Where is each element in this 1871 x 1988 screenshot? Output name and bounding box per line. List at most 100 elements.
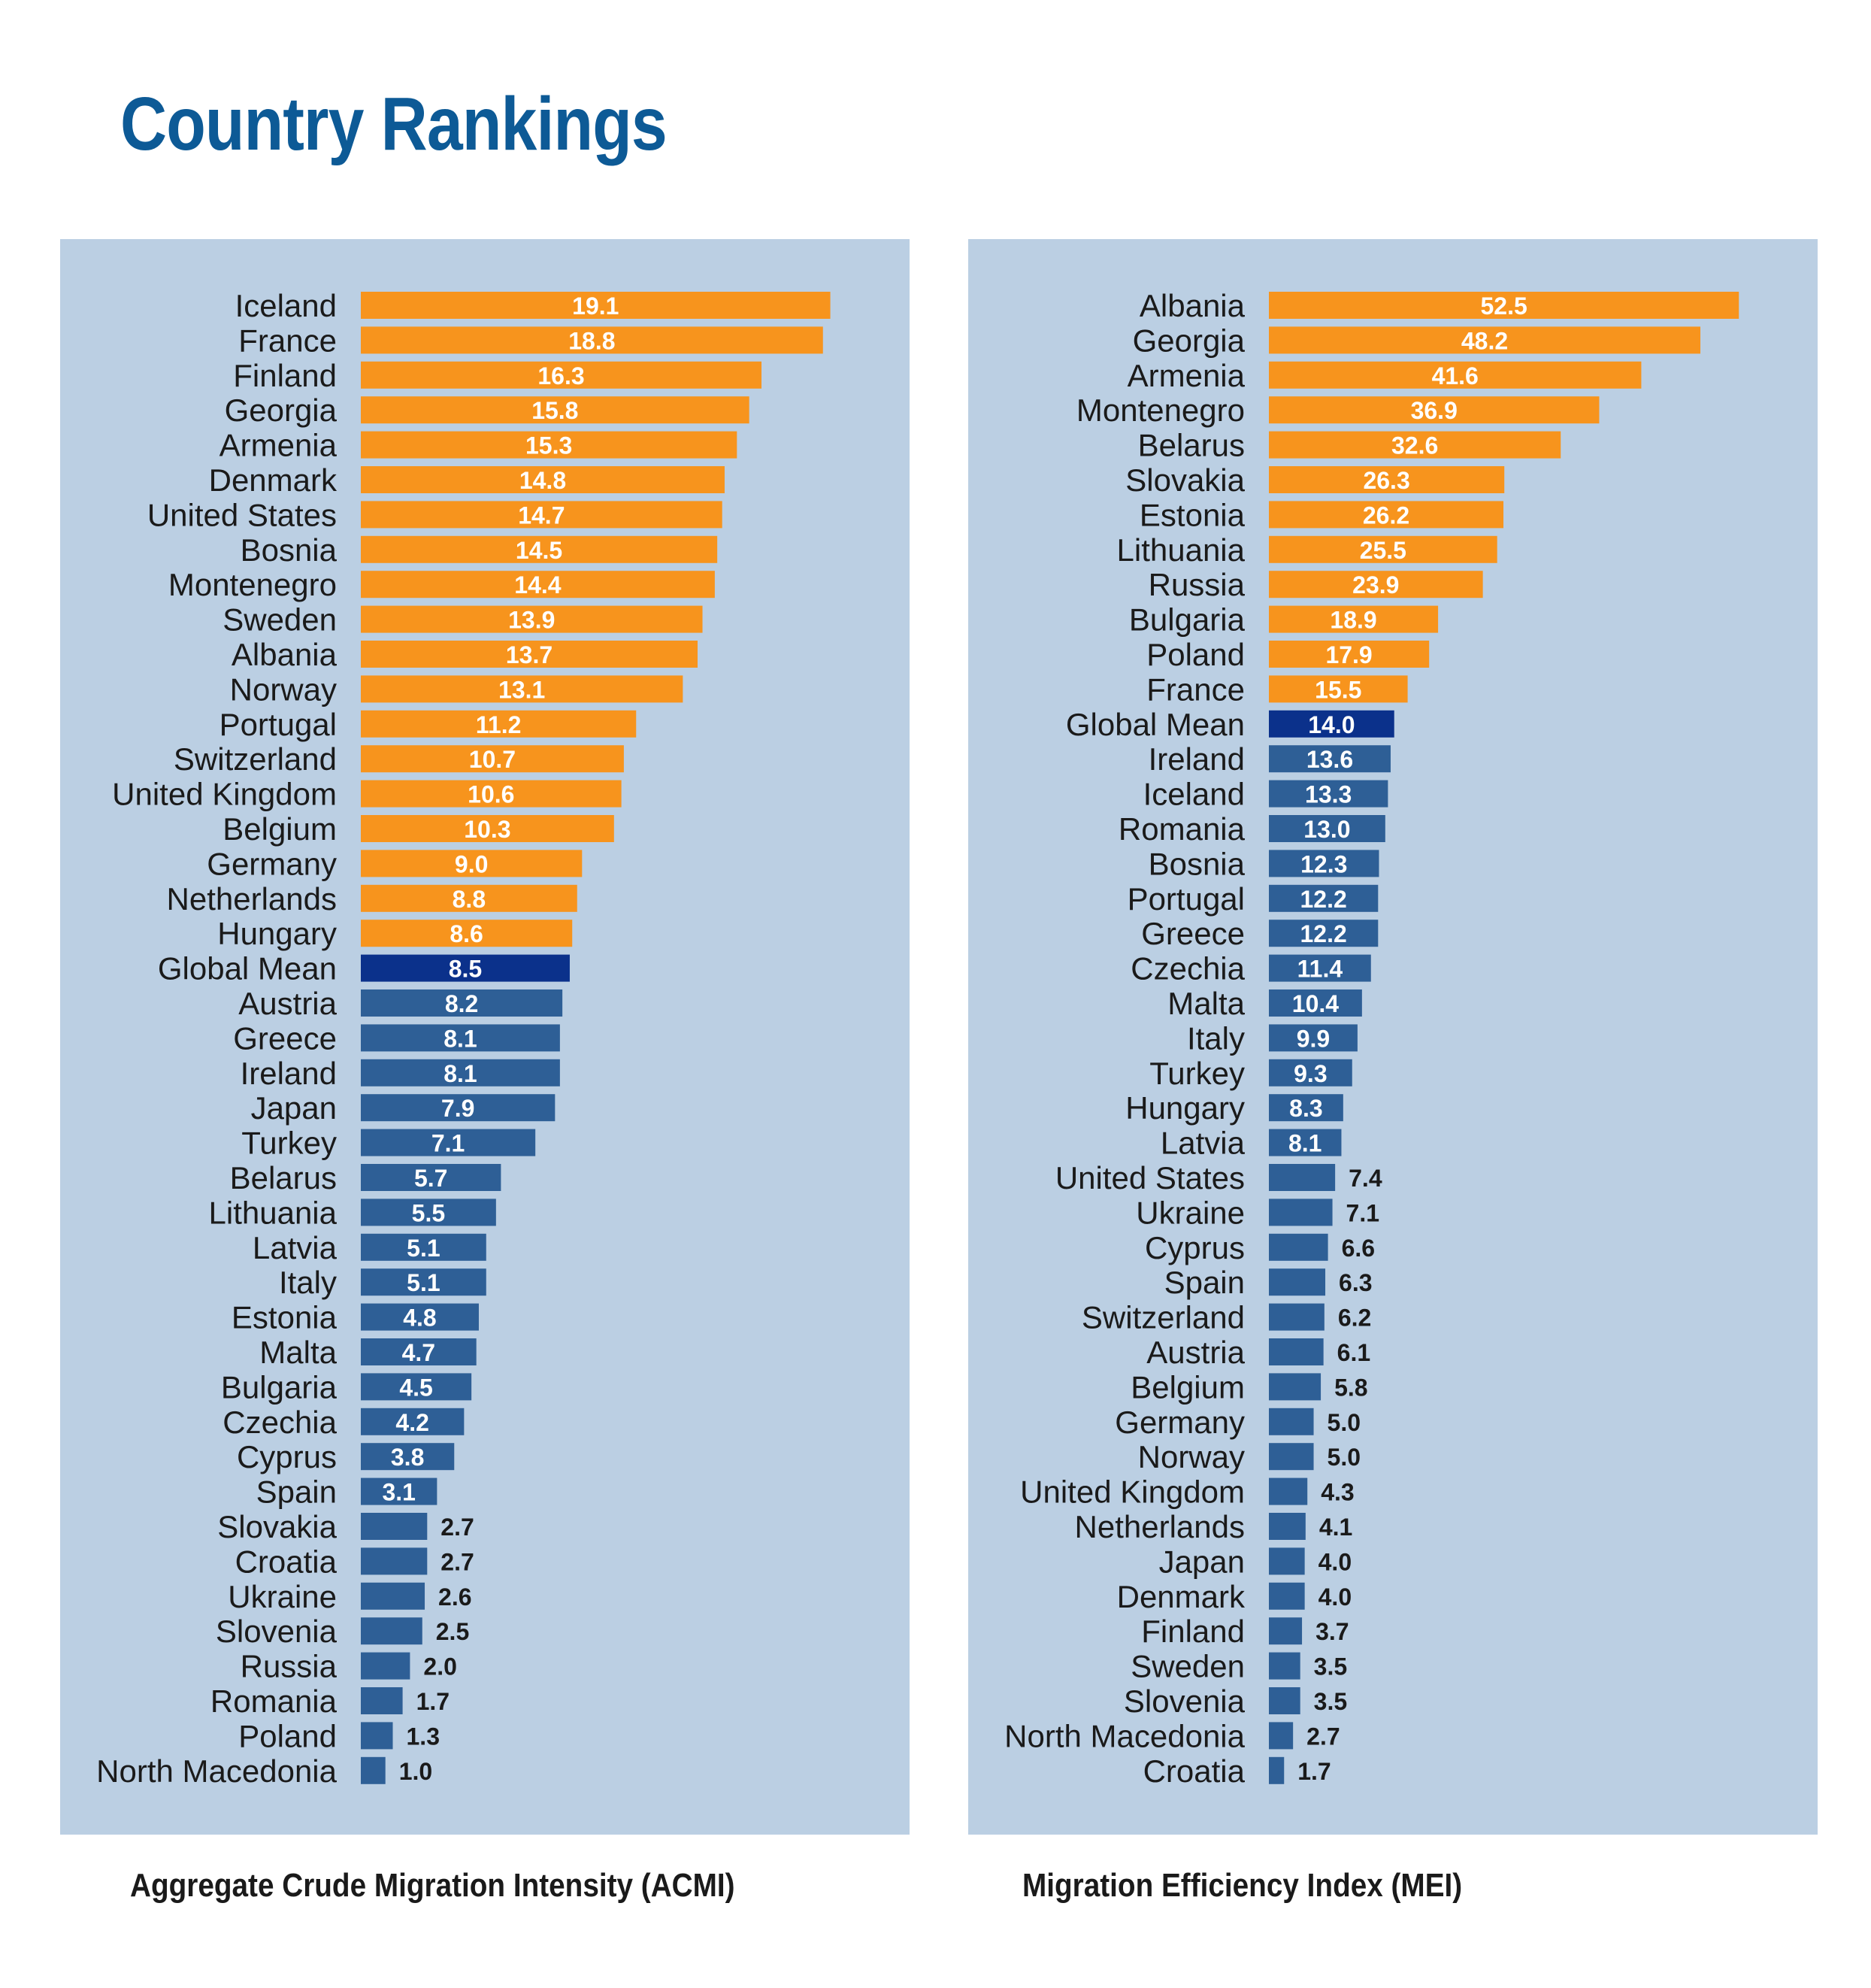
mei-category-label-united-states: United States	[1055, 1160, 1245, 1196]
mei-value-label-italy: 9.9	[1297, 1025, 1330, 1052]
mei-value-label-belarus: 32.6	[1391, 432, 1438, 459]
acmi-value-label-georgia: 15.8	[531, 397, 578, 424]
acmi-bar-turkey	[361, 1129, 536, 1156]
mei-bar-denmark	[1269, 1582, 1305, 1610]
acmi-value-label-germany: 9.0	[455, 850, 488, 877]
mei-bar-poland	[1269, 641, 1430, 668]
mei-bar-ukraine	[1269, 1199, 1333, 1226]
acmi-value-label-albania: 13.7	[506, 641, 553, 668]
mei-category-label-russia: Russia	[1149, 567, 1246, 602]
mei-value-label-hungary: 8.3	[1289, 1095, 1322, 1122]
acmi-bar-norway	[361, 675, 683, 703]
mei-value-label-finland: 3.7	[1315, 1618, 1349, 1645]
mei-bar-germany	[1269, 1408, 1314, 1435]
mei-category-label-ireland: Ireland	[1149, 741, 1245, 777]
acmi-bar-italy	[361, 1268, 486, 1296]
acmi-value-label-cyprus: 3.8	[391, 1444, 424, 1471]
acmi-value-label-global-mean: 8.5	[449, 956, 482, 983]
mei-bar-turkey	[1269, 1059, 1352, 1086]
acmi-bar-latvia	[361, 1233, 486, 1261]
mei-bar-albania	[1269, 292, 1739, 319]
mei-bar-iceland	[1269, 780, 1388, 808]
mei-value-label-united-states: 7.4	[1349, 1165, 1382, 1192]
mei-bar-hungary	[1269, 1094, 1343, 1122]
mei-bar-romania	[1269, 815, 1385, 842]
mei-bar-armenia	[1269, 361, 1642, 389]
mei-bar-belgium	[1269, 1373, 1322, 1401]
mei-bar-ireland	[1269, 745, 1391, 773]
mei-chart-panel: Albania 52.5 Georgia 48.2 Armenia 41.6 Montene…	[968, 239, 1818, 1835]
acmi-value-label-ireland: 8.1	[444, 1060, 477, 1087]
acmi-category-label-norway: Norway	[230, 671, 337, 707]
mei-bar-malta	[1269, 989, 1362, 1017]
acmi-bar-netherlands	[361, 884, 577, 912]
mei-category-label-global-mean: Global Mean	[1066, 707, 1245, 742]
acmi-bar-croatia	[361, 1547, 428, 1575]
acmi-category-label-greece: Greece	[233, 1020, 337, 1056]
mei-category-label-romania: Romania	[1119, 811, 1246, 847]
mei-bar-netherlands	[1269, 1513, 1306, 1540]
mei-bar-united-states	[1269, 1164, 1336, 1191]
acmi-category-label-italy: Italy	[279, 1265, 337, 1300]
acmi-bar-united-kingdom	[361, 780, 622, 808]
acmi-value-label-portugal: 11.2	[476, 711, 522, 738]
acmi-value-label-bulgaria: 4.5	[399, 1374, 432, 1401]
acmi-bar-iceland	[361, 292, 831, 319]
mei-value-label-united-kingdom: 4.3	[1321, 1479, 1354, 1506]
mei-bar-japan	[1269, 1547, 1305, 1575]
acmi-bar-georgia	[361, 396, 749, 424]
mei-category-label-slovenia: Slovenia	[1124, 1683, 1246, 1719]
mei-value-label-bosnia: 12.3	[1300, 850, 1347, 877]
mei-category-label-north-macedonia: North Macedonia	[1004, 1718, 1245, 1753]
mei-bar-france	[1269, 675, 1408, 703]
mei-category-label-georgia: Georgia	[1133, 323, 1246, 358]
mei-value-label-armenia: 41.6	[1432, 362, 1479, 389]
acmi-category-label-bosnia: Bosnia	[241, 532, 338, 568]
acmi-category-label-belarus: Belarus	[230, 1160, 337, 1196]
acmi-category-label-iceland: Iceland	[235, 288, 337, 323]
acmi-bar-russia	[361, 1652, 410, 1680]
acmi-value-label-netherlands: 8.8	[453, 886, 486, 913]
mei-category-label-denmark: Denmark	[1117, 1579, 1246, 1614]
mei-value-label-russia: 23.9	[1352, 571, 1399, 599]
acmi-category-label-latvia: Latvia	[253, 1230, 338, 1265]
acmi-bar-portugal	[361, 710, 637, 738]
acmi-value-label-denmark: 14.8	[519, 467, 566, 494]
acmi-value-label-norway: 13.1	[498, 676, 545, 703]
acmi-category-label-cyprus: Cyprus	[237, 1439, 337, 1474]
acmi-bar-spain	[361, 1477, 437, 1505]
acmi-value-label-united-states: 14.7	[518, 502, 565, 529]
acmi-category-label-czechia: Czechia	[223, 1405, 337, 1440]
acmi-category-label-portugal: Portugal	[219, 707, 337, 742]
mei-category-label-latvia: Latvia	[1161, 1126, 1246, 1161]
mei-value-label-netherlands: 4.1	[1319, 1514, 1352, 1541]
acmi-category-label-slovakia: Slovakia	[217, 1509, 337, 1544]
mei-value-label-slovakia: 26.3	[1363, 467, 1409, 494]
acmi-category-label-united-kingdom: United Kingdom	[112, 777, 337, 812]
acmi-bar-lithuania	[361, 1199, 496, 1226]
acmi-value-label-united-kingdom: 10.6	[468, 781, 514, 808]
mei-value-label-north-macedonia: 2.7	[1306, 1723, 1340, 1750]
mei-category-label-belgium: Belgium	[1131, 1369, 1245, 1405]
acmi-bar-poland	[361, 1722, 393, 1750]
acmi-value-label-estonia: 4.8	[403, 1305, 436, 1332]
acmi-bar-austria	[361, 989, 563, 1017]
acmi-bar-bosnia	[361, 535, 718, 563]
mei-bar-latvia	[1269, 1129, 1342, 1156]
acmi-value-label-france: 18.8	[568, 327, 615, 354]
acmi-bar-slovakia	[361, 1513, 428, 1540]
mei-value-label-albania: 52.5	[1480, 292, 1527, 320]
acmi-bar-sweden	[361, 605, 703, 633]
mei-value-label-croatia: 1.7	[1297, 1758, 1331, 1785]
acmi-value-label-finland: 16.3	[537, 362, 584, 389]
acmi-bar-united-states	[361, 501, 722, 529]
acmi-bar-denmark	[361, 466, 725, 493]
acmi-value-label-poland: 1.3	[407, 1723, 440, 1750]
acmi-category-label-united-states: United States	[147, 497, 337, 532]
mei-category-label-bosnia: Bosnia	[1149, 846, 1246, 881]
mei-bar-italy	[1269, 1024, 1358, 1052]
mei-value-label-switzerland: 6.2	[1338, 1305, 1371, 1332]
acmi-category-label-russia: Russia	[241, 1649, 338, 1684]
acmi-value-label-sweden: 13.9	[508, 607, 555, 634]
mei-category-label-belarus: Belarus	[1138, 428, 1245, 463]
